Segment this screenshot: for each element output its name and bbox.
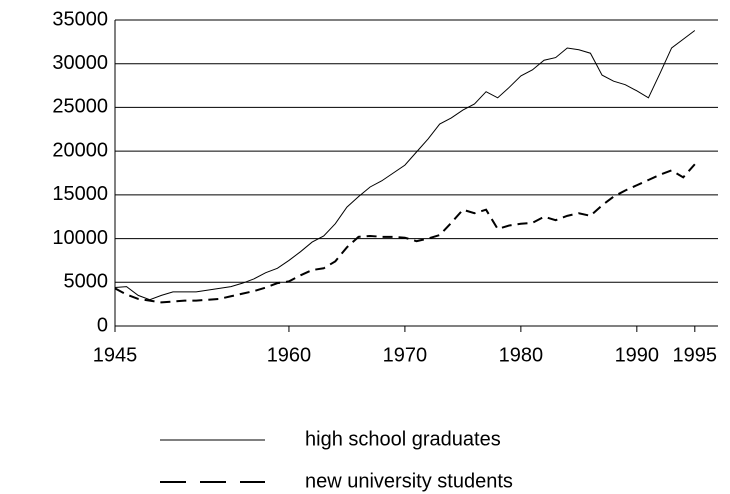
series-line xyxy=(114,30,696,301)
legend-label: new university students xyxy=(305,470,513,492)
x-tick-label: 1970 xyxy=(383,344,428,366)
legend-label: high school graduates xyxy=(305,428,501,450)
y-tick-label: 15000 xyxy=(52,183,108,205)
x-tick-label: 1995 xyxy=(673,344,718,366)
y-tick-label: 25000 xyxy=(52,96,108,118)
y-tick-label: 20000 xyxy=(52,139,108,161)
x-tick-label: 1980 xyxy=(499,344,544,366)
x-tick-label: 1960 xyxy=(267,344,312,366)
y-tick-label: 30000 xyxy=(52,52,108,74)
y-tick-label: 35000 xyxy=(52,8,108,30)
x-tick-label: 1990 xyxy=(615,344,660,366)
y-tick-label: 5000 xyxy=(64,271,109,293)
y-tick-label: 10000 xyxy=(52,227,108,249)
series-line xyxy=(114,163,696,304)
y-tick-label: 0 xyxy=(97,314,108,336)
x-tick-label: 1945 xyxy=(93,344,138,366)
